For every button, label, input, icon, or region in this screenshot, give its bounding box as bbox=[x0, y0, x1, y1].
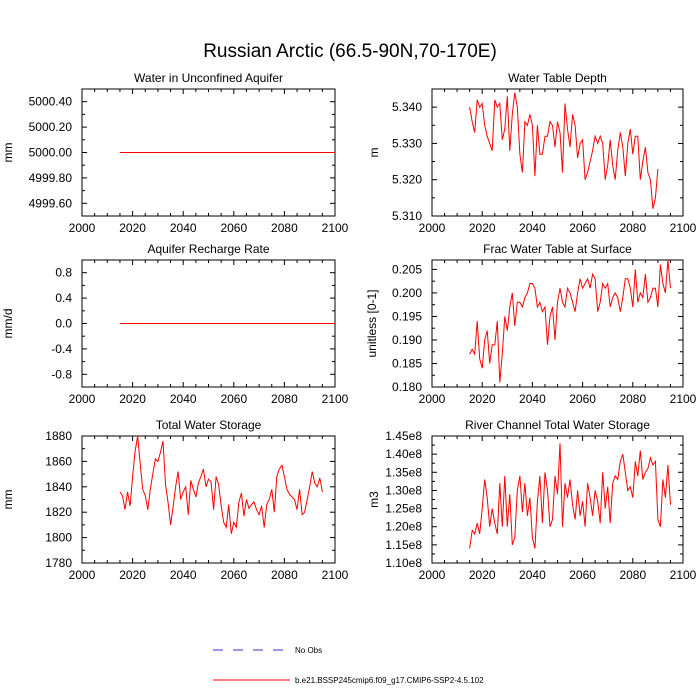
y-tick-label: 1.45e8 bbox=[385, 429, 422, 443]
chart-panel-3: Aquifer Recharge Rate 2000 2020 2040 2060 208… bbox=[1, 242, 349, 406]
series-line bbox=[469, 92, 659, 209]
plot-frame bbox=[81, 435, 336, 564]
legend-label-no-obs: No Obs bbox=[295, 646, 322, 655]
y-tick-label: 1820 bbox=[45, 505, 72, 519]
x-tick-label: 2080 bbox=[619, 568, 646, 582]
panel-title: Water Table Depth bbox=[508, 71, 607, 85]
x-tick-label: 2040 bbox=[170, 221, 197, 235]
y-tick-label: 5000.00 bbox=[29, 146, 73, 160]
x-tick-label: 2100 bbox=[670, 392, 697, 406]
x-tick-label: 2020 bbox=[119, 568, 146, 582]
series-line bbox=[469, 259, 671, 383]
y-tick-label: 5.340 bbox=[392, 100, 422, 114]
series-line bbox=[469, 443, 671, 549]
x-tick-label: 2080 bbox=[271, 221, 298, 235]
x-tick-label: 2100 bbox=[670, 221, 697, 235]
y-tick-label: 1880 bbox=[45, 429, 72, 443]
x-tick-label: 2000 bbox=[69, 568, 96, 582]
y-tick-label: 1.35e8 bbox=[385, 465, 422, 479]
x-tick-label: 2020 bbox=[119, 221, 146, 235]
x-tick-label: 2040 bbox=[519, 568, 546, 582]
y-tick-label: -0.4 bbox=[51, 342, 72, 356]
y-tick-label: 0.8 bbox=[55, 266, 72, 280]
x-tick-label: 2040 bbox=[170, 392, 197, 406]
y-axis-label: mm/d bbox=[1, 309, 15, 339]
legend: No Obs b.e21.BSSP245cmip6.f09_g17.CMIP6-… bbox=[213, 646, 484, 685]
y-axis-label: mm bbox=[1, 490, 15, 510]
y-tick-label: 5000.20 bbox=[29, 120, 73, 134]
x-tick-label: 2000 bbox=[419, 568, 446, 582]
legend-label-model-run: b.e21.BSSP245cmip6.f09_g17.CMIP6-SSP2-4.… bbox=[295, 676, 484, 685]
y-tick-label: 4999.80 bbox=[29, 171, 73, 185]
y-tick-label: 1.10e8 bbox=[385, 556, 422, 570]
chart-panel-5: Total Water Storage 2000 2020 2040 2060 2080 2… bbox=[1, 418, 349, 582]
y-tick-label: 5.320 bbox=[392, 173, 422, 187]
plot-frame bbox=[431, 435, 684, 564]
chart-panel-2: Water Table Depth 2000 2020 2040 2060 2080 210… bbox=[367, 71, 697, 235]
y-tick-label: 1.20e8 bbox=[385, 520, 422, 534]
y-tick-label: 0.185 bbox=[392, 356, 422, 370]
panel-title: Aquifer Recharge Rate bbox=[147, 242, 269, 256]
x-tick-label: 2080 bbox=[619, 392, 646, 406]
y-tick-label: 0.0 bbox=[55, 317, 72, 331]
y-tick-label: 0.190 bbox=[392, 333, 422, 347]
figure-title: Russian Arctic (66.5-90N,70-170E) bbox=[203, 41, 497, 62]
y-tick-label: 4999.60 bbox=[29, 196, 73, 210]
y-axis-label: unitless [0-1] bbox=[365, 289, 379, 357]
y-tick-label: 1.30e8 bbox=[385, 483, 422, 497]
x-tick-label: 2000 bbox=[69, 221, 96, 235]
x-tick-label: 2060 bbox=[220, 392, 247, 406]
x-tick-label: 2060 bbox=[569, 221, 596, 235]
series-line bbox=[119, 435, 323, 534]
y-tick-label: 0.200 bbox=[392, 286, 422, 300]
x-tick-label: 2000 bbox=[419, 392, 446, 406]
panel-title: River Channel Total Water Storage bbox=[465, 418, 650, 432]
x-tick-label: 2040 bbox=[519, 221, 546, 235]
y-tick-label: 0.205 bbox=[392, 262, 422, 276]
chart-panel-1: Water in Unconfined Aquifer 2000 2020 2040 2… bbox=[1, 71, 349, 235]
y-tick-label: 1.25e8 bbox=[385, 502, 422, 516]
y-tick-label: 5000.40 bbox=[29, 95, 73, 109]
y-tick-label: 1.15e8 bbox=[385, 538, 422, 552]
x-tick-label: 2100 bbox=[322, 221, 349, 235]
y-tick-label: 0.4 bbox=[55, 291, 72, 305]
x-tick-label: 2020 bbox=[119, 392, 146, 406]
x-tick-label: 2080 bbox=[271, 392, 298, 406]
x-tick-label: 2000 bbox=[419, 221, 446, 235]
y-axis-label: m bbox=[367, 148, 381, 158]
y-tick-label: 0.180 bbox=[392, 380, 422, 394]
x-tick-label: 2080 bbox=[271, 568, 298, 582]
x-tick-label: 2060 bbox=[569, 568, 596, 582]
panel-title: Frac Water Table at Surface bbox=[483, 242, 632, 256]
x-tick-label: 2100 bbox=[322, 392, 349, 406]
panel-title: Total Water Storage bbox=[156, 418, 262, 432]
y-tick-label: 1780 bbox=[45, 556, 72, 570]
y-tick-label: 5.310 bbox=[392, 209, 422, 223]
y-axis-label: mm bbox=[1, 143, 15, 163]
y-tick-label: 1800 bbox=[45, 531, 72, 545]
y-tick-label: -0.8 bbox=[51, 367, 72, 381]
y-tick-label: 1860 bbox=[45, 454, 72, 468]
y-tick-label: 0.195 bbox=[392, 309, 422, 323]
y-tick-label: 1.40e8 bbox=[385, 447, 422, 461]
y-axis-label: m3 bbox=[367, 491, 381, 508]
x-tick-label: 2060 bbox=[569, 392, 596, 406]
x-tick-label: 2000 bbox=[69, 392, 96, 406]
x-tick-label: 2100 bbox=[322, 568, 349, 582]
chart-panel-4: Frac Water Table at Surface 2000 2020 2040 2… bbox=[365, 242, 697, 406]
x-tick-label: 2060 bbox=[220, 221, 247, 235]
x-tick-label: 2020 bbox=[469, 568, 496, 582]
x-tick-label: 2040 bbox=[519, 392, 546, 406]
x-tick-label: 2100 bbox=[670, 568, 697, 582]
y-tick-label: 5.330 bbox=[392, 136, 422, 150]
y-tick-label: 1840 bbox=[45, 480, 72, 494]
x-tick-label: 2080 bbox=[619, 221, 646, 235]
x-tick-label: 2040 bbox=[170, 568, 197, 582]
x-tick-label: 2060 bbox=[220, 568, 247, 582]
x-tick-label: 2020 bbox=[469, 221, 496, 235]
panel-title: Water in Unconfined Aquifer bbox=[134, 71, 283, 85]
x-tick-label: 2020 bbox=[469, 392, 496, 406]
chart-panel-6: River Channel Total Water Storage 2000 202… bbox=[367, 418, 697, 582]
